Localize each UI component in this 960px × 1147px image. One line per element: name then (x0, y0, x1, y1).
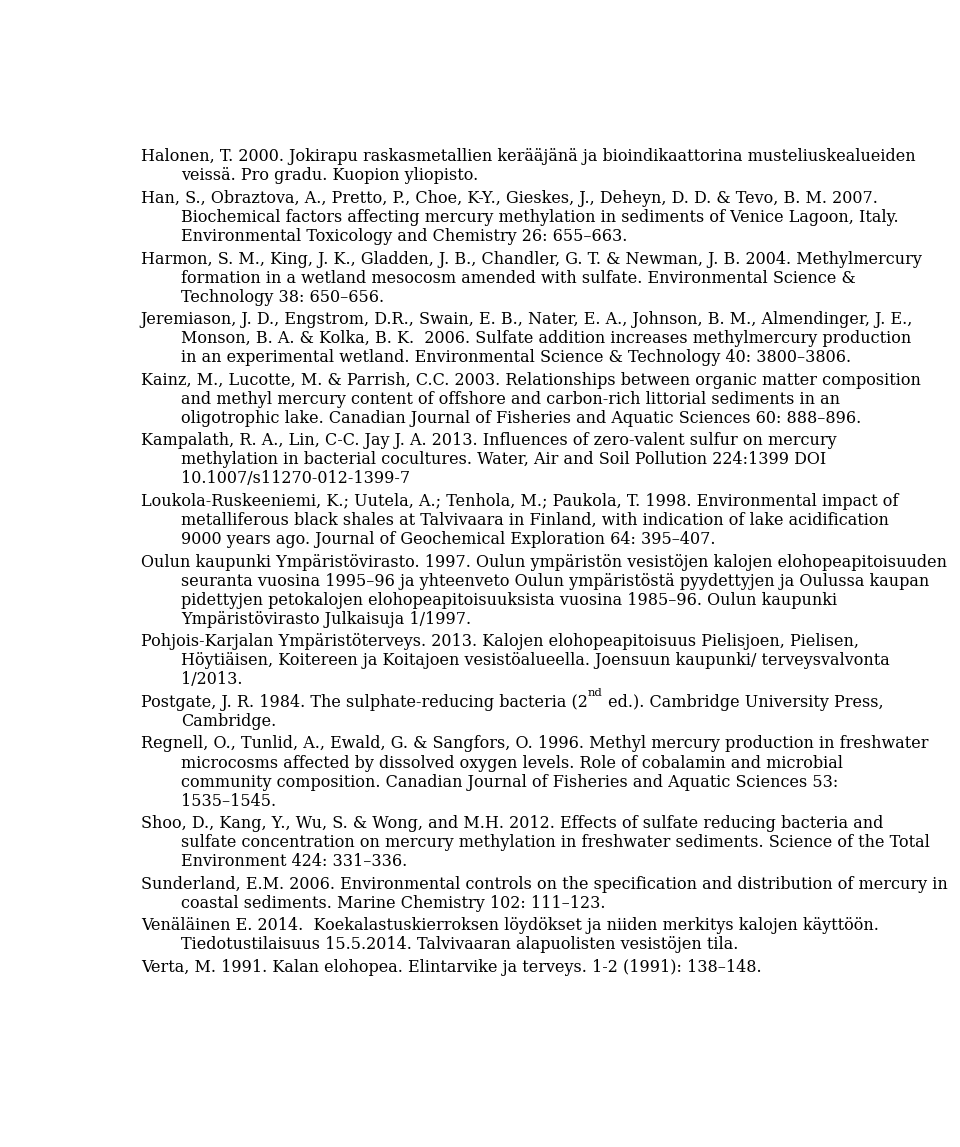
Text: seuranta vuosina 1995–96 ja yhteenveto Oulun ympäristöstä pyydettyjen ja Oulussa: seuranta vuosina 1995–96 ja yhteenveto O… (181, 572, 929, 590)
Text: Environment 424: 331–336.: Environment 424: 331–336. (181, 853, 407, 871)
Text: pidettyjen petokalojen elohopeapitoisuuksista vuosina 1985–96. Oulun kaupunki: pidettyjen petokalojen elohopeapitoisuuk… (181, 592, 837, 609)
Text: 1535–1545.: 1535–1545. (181, 793, 276, 810)
Text: Kampalath, R. A., Lin, C-C. Jay J. A. 2013. Influences of zero-valent sulfur on : Kampalath, R. A., Lin, C-C. Jay J. A. 20… (141, 432, 836, 450)
Text: Biochemical factors affecting mercury methylation in sediments of Venice Lagoon,: Biochemical factors affecting mercury me… (181, 209, 899, 226)
Text: Verta, M. 1991. Kalan elohopea. Elintarvike ja terveys. 1-2 (1991): 138–148.: Verta, M. 1991. Kalan elohopea. Elintarv… (141, 959, 761, 976)
Text: metalliferous black shales at Talvivaara in Finland, with indication of lake aci: metalliferous black shales at Talvivaara… (181, 512, 889, 529)
Text: Harmon, S. M., King, J. K., Gladden, J. B., Chandler, G. T. & Newman, J. B. 2004: Harmon, S. M., King, J. K., Gladden, J. … (141, 250, 922, 267)
Text: Tiedotustilaisuus 15.5.2014. Talvivaaran alapuolisten vesistöjen tila.: Tiedotustilaisuus 15.5.2014. Talvivaaran… (181, 936, 738, 953)
Text: Höytiäisen, Koitereen ja Koitajoen vesistöalueella. Joensuun kaupunki/ terveysva: Höytiäisen, Koitereen ja Koitajoen vesis… (181, 653, 890, 670)
Text: Ympäristövirasto Julkaisuja 1/1997.: Ympäristövirasto Julkaisuja 1/1997. (181, 611, 471, 627)
Text: veissä. Pro gradu. Kuopion yliopisto.: veissä. Pro gradu. Kuopion yliopisto. (181, 167, 478, 185)
Text: Monson, B. A. & Kolka, B. K.  2006. Sulfate addition increases methylmercury pro: Monson, B. A. & Kolka, B. K. 2006. Sulfa… (181, 330, 911, 348)
Text: Shoo, D., Kang, Y., Wu, S. & Wong, and M.H. 2012. Effects of sulfate reducing ba: Shoo, D., Kang, Y., Wu, S. & Wong, and M… (141, 816, 883, 833)
Text: oligotrophic lake. Canadian Journal of Fisheries and Aquatic Sciences 60: 888–89: oligotrophic lake. Canadian Journal of F… (181, 409, 861, 427)
Text: formation in a wetland mesocosm amended with sulfate. Environmental Science &: formation in a wetland mesocosm amended … (181, 270, 855, 287)
Text: community composition. Canadian Journal of Fisheries and Aquatic Sciences 53:: community composition. Canadian Journal … (181, 773, 838, 790)
Text: Cambridge.: Cambridge. (181, 713, 276, 729)
Text: Han, S., Obraztova, A., Pretto, P., Choe, K-Y., Gieskes, J., Deheyn, D. D. & Tev: Han, S., Obraztova, A., Pretto, P., Choe… (141, 190, 877, 206)
Text: methylation in bacterial cocultures. Water, Air and Soil Pollution 224:1399 DOI: methylation in bacterial cocultures. Wat… (181, 452, 827, 468)
Text: 1/2013.: 1/2013. (181, 671, 243, 688)
Text: and methyl mercury content of offshore and carbon-rich littorial sediments in an: and methyl mercury content of offshore a… (181, 391, 840, 408)
Text: Environmental Toxicology and Chemistry 26: 655–663.: Environmental Toxicology and Chemistry 2… (181, 228, 628, 245)
Text: Halonen, T. 2000. Jokirapu raskasmetallien kerääjänä ja bioindikaattorina mustel: Halonen, T. 2000. Jokirapu raskasmetalli… (141, 148, 916, 165)
Text: microcosms affected by dissolved oxygen levels. Role of cobalamin and microbial: microcosms affected by dissolved oxygen … (181, 755, 843, 772)
Text: nd: nd (588, 688, 603, 699)
Text: sulfate concentration on mercury methylation in freshwater sediments. Science of: sulfate concentration on mercury methyla… (181, 834, 930, 851)
Text: in an experimental wetland. Environmental Science & Technology 40: 3800–3806.: in an experimental wetland. Environmenta… (181, 349, 852, 366)
Text: Technology 38: 650–656.: Technology 38: 650–656. (181, 289, 384, 305)
Text: Kainz, M., Lucotte, M. & Parrish, C.C. 2003. Relationships between organic matte: Kainz, M., Lucotte, M. & Parrish, C.C. 2… (141, 372, 921, 389)
Text: ed.). Cambridge University Press,: ed.). Cambridge University Press, (603, 694, 883, 711)
Text: Postgate, J. R. 1984. The sulphate-reducing bacteria (2: Postgate, J. R. 1984. The sulphate-reduc… (141, 694, 588, 711)
Text: 10.1007/s11270-012-1399-7: 10.1007/s11270-012-1399-7 (181, 470, 410, 487)
Text: Pohjois-Karjalan Ympäristöterveys. 2013. Kalojen elohopeapitoisuus Pielisjoen, P: Pohjois-Karjalan Ympäristöterveys. 2013.… (141, 633, 859, 650)
Text: Sunderland, E.M. 2006. Environmental controls on the specification and distribut: Sunderland, E.M. 2006. Environmental con… (141, 876, 948, 892)
Text: Regnell, O., Tunlid, A., Ewald, G. & Sangfors, O. 1996. Methyl mercury productio: Regnell, O., Tunlid, A., Ewald, G. & San… (141, 735, 928, 752)
Text: Jeremiason, J. D., Engstrom, D.R., Swain, E. B., Nater, E. A., Johnson, B. M., A: Jeremiason, J. D., Engstrom, D.R., Swain… (141, 311, 913, 328)
Text: 9000 years ago. Journal of Geochemical Exploration 64: 395–407.: 9000 years ago. Journal of Geochemical E… (181, 531, 715, 548)
Text: Venäläinen E. 2014.  Koekalastuskierroksen löydökset ja niiden merkitys kalojen : Venäläinen E. 2014. Koekalastuskierrokse… (141, 918, 878, 935)
Text: coastal sediments. Marine Chemistry 102: 111–123.: coastal sediments. Marine Chemistry 102:… (181, 895, 606, 912)
Text: Oulun kaupunki Ympäristövirasto. 1997. Oulun ympäristön vesistöjen kalojen eloho: Oulun kaupunki Ympäristövirasto. 1997. O… (141, 554, 947, 570)
Text: Loukola-Ruskeeniemi, K.; Uutela, A.; Tenhola, M.; Paukola, T. 1998. Environmenta: Loukola-Ruskeeniemi, K.; Uutela, A.; Ten… (141, 493, 899, 510)
